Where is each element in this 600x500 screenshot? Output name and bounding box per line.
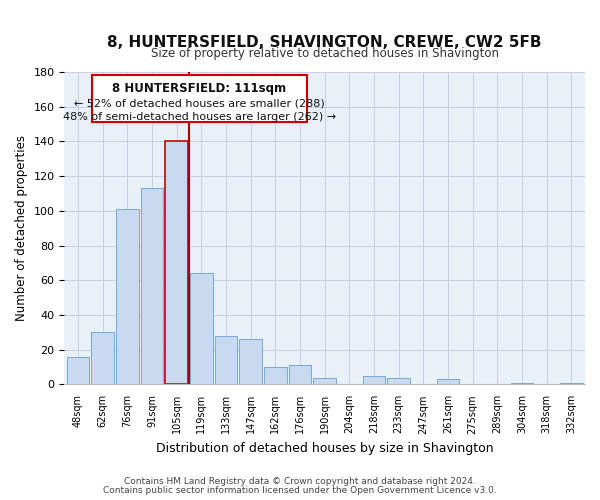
Bar [166,142,188,384]
Bar [560,382,583,384]
Bar [511,382,533,384]
Bar [289,366,311,384]
Bar [437,379,460,384]
Text: ← 52% of detached houses are smaller (288): ← 52% of detached houses are smaller (28… [74,98,325,108]
Y-axis label: Number of detached properties: Number of detached properties [15,135,28,321]
Bar [140,188,163,384]
Bar [313,378,336,384]
Bar [92,76,307,122]
Bar [362,376,385,384]
Bar [116,209,139,384]
Bar [190,274,212,384]
Bar [215,336,238,384]
Text: 48% of semi-detached houses are larger (262) →: 48% of semi-detached houses are larger (… [63,112,336,122]
Text: 8 HUNTERSFIELD: 111sqm: 8 HUNTERSFIELD: 111sqm [112,82,287,96]
Bar [239,340,262,384]
Text: Contains public sector information licensed under the Open Government Licence v3: Contains public sector information licen… [103,486,497,495]
Bar [388,378,410,384]
Text: Size of property relative to detached houses in Shavington: Size of property relative to detached ho… [151,46,499,60]
Text: Contains HM Land Registry data © Crown copyright and database right 2024.: Contains HM Land Registry data © Crown c… [124,477,476,486]
X-axis label: Distribution of detached houses by size in Shavington: Distribution of detached houses by size … [156,442,494,455]
Title: 8, HUNTERSFIELD, SHAVINGTON, CREWE, CW2 5FB: 8, HUNTERSFIELD, SHAVINGTON, CREWE, CW2 … [107,35,542,50]
Bar [264,367,287,384]
Bar [67,356,89,384]
Bar [91,332,114,384]
